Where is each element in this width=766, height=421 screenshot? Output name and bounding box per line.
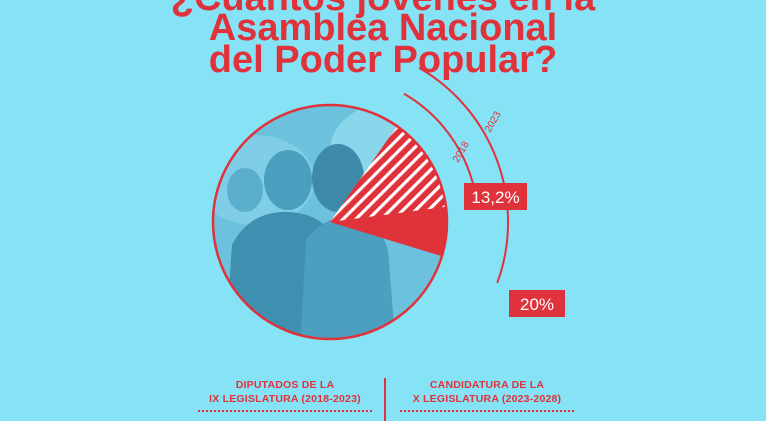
caption-left-underline: [198, 410, 372, 412]
caption-right-underline: [400, 410, 574, 412]
page-title-line-3: del Poder Popular?: [208, 39, 558, 81]
caption-right-line-2: X LEGISLATURA (2023-2028): [412, 393, 562, 405]
caption-right-line-1: CANDIDATURA DE LA: [429, 379, 545, 391]
value-box-2023: [509, 290, 565, 317]
caption-divider: [384, 378, 386, 421]
person-head-icon: [264, 150, 312, 210]
caption-left-line-2: IX LEGISLATURA (2018-2023): [209, 393, 361, 405]
person-head-icon: [227, 168, 263, 212]
pie-slice-2018: [330, 126, 446, 222]
page-title-line-1: ¿Cuántos jóvenes en la: [0, 0, 766, 18]
caption-ix-legislatura: DIPUTADOS DE LA IX LEGISLATURA (2018-202…: [198, 378, 372, 412]
person-body-icon: [300, 217, 396, 339]
value-label-2018: 13,2%: [471, 188, 519, 207]
page-title-line-2: Asamblea Nacional: [208, 7, 558, 49]
value-box-2018: [464, 183, 527, 210]
value-label-2023: 20%: [520, 295, 554, 314]
caption-x-legislatura: CANDIDATURA DE LA X LEGISLATURA (2023-20…: [400, 378, 574, 412]
slice-label-2023: 2023: [483, 109, 504, 134]
caption-left-line-1: DIPUTADOS DE LA: [235, 379, 335, 391]
pie-outline: [211, 103, 449, 341]
bracket-arc-2023: [418, 66, 510, 284]
